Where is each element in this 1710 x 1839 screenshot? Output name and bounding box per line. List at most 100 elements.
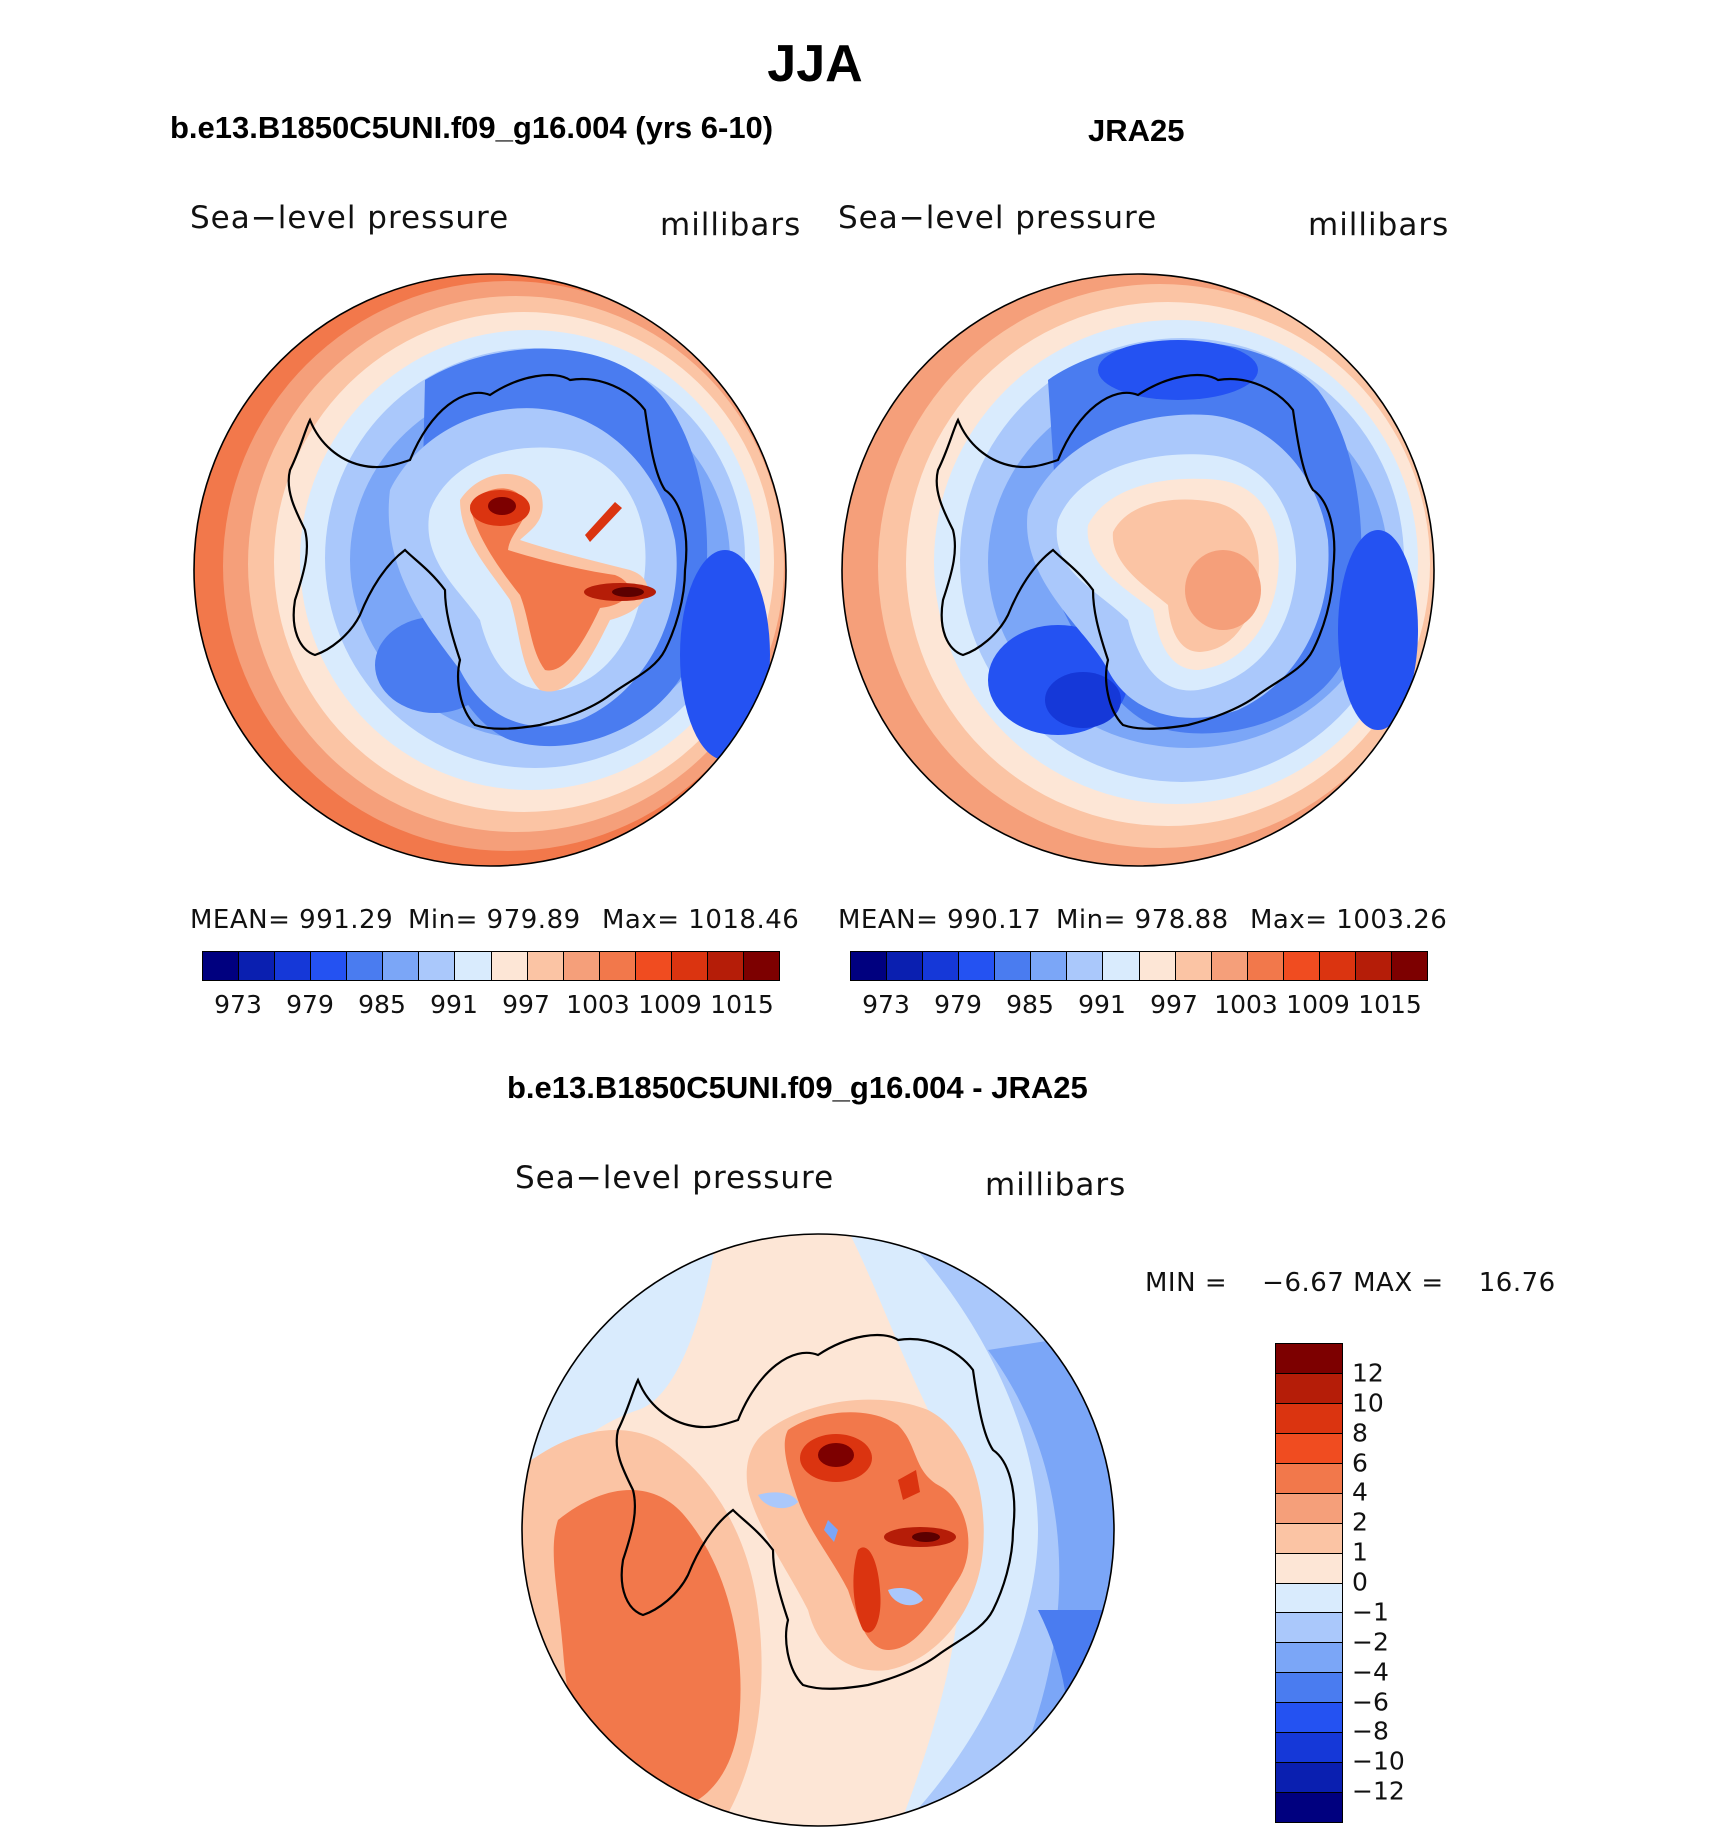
model-colorbar-cell [275, 952, 312, 980]
obs-colorbar-tick-label: 991 [1078, 990, 1126, 1019]
obs-colorbar-cell [1211, 952, 1248, 980]
model-colorbar-cell [347, 952, 384, 980]
diff-colorbar-cell [1276, 1673, 1342, 1704]
model-colorbar-cell [599, 952, 636, 980]
model-colorbar-cell [203, 952, 240, 980]
model-colorbar-tick-label: 997 [502, 990, 550, 1019]
obs-colorbar-cell [887, 952, 924, 980]
diff-colorbar-tick-label: −8 [1352, 1716, 1389, 1746]
obs-units-label: millibars [1308, 207, 1450, 243]
diff-colorbar-cell [1276, 1403, 1342, 1434]
model-colorbar-tick-label: 1015 [710, 990, 774, 1019]
obs-colorbar-cell [1031, 952, 1068, 980]
obs-colorbar-tick-label: 1015 [1358, 990, 1422, 1019]
diff-colorbar-tick-label: −6 [1352, 1687, 1389, 1716]
diff-colorbar-cell [1276, 1553, 1342, 1584]
diff-colorbar [1275, 1343, 1343, 1823]
model-variable-label: Sea−level pressure [190, 200, 510, 236]
diff-colorbar-tick-label: 8 [1352, 1418, 1368, 1448]
model-colorbar-cell [563, 952, 600, 980]
model-colorbar-cell [491, 952, 528, 980]
model-colorbar-cell [707, 952, 744, 980]
obs-colorbar [850, 951, 1428, 981]
diff-colorbar-tick-label: 10 [1352, 1388, 1384, 1418]
diff-colorbar-cell [1276, 1733, 1342, 1764]
diff-colorbar-tick-label: −2 [1352, 1627, 1389, 1657]
obs-panel-title: JRA25 [1088, 113, 1185, 148]
model-colorbar-cell [671, 952, 708, 980]
model-units-label: millibars [660, 207, 802, 243]
model-colorbar-tick-label: 979 [286, 990, 334, 1019]
diff-panel-title: b.e13.B1850C5UNI.f09_g16.004 - JRA25 [507, 1070, 1088, 1105]
obs-colorbar-tick-label: 1009 [1286, 990, 1350, 1019]
obs-min-label: Min= 978.88 [1056, 905, 1229, 935]
model-colorbar-cell [239, 952, 276, 980]
obs-colorbar-cell [1283, 952, 1320, 980]
model-colorbar-cell [311, 952, 348, 980]
diff-colorbar-tick-label: −10 [1352, 1746, 1405, 1776]
diff-colorbar-tick-label: 2 [1352, 1507, 1368, 1537]
model-panel-title: b.e13.B1850C5UNI.f09_g16.004 (yrs 6-10) [170, 110, 774, 145]
diff-colorbar-tick-label: −12 [1352, 1776, 1405, 1806]
obs-colorbar-cell [1247, 952, 1284, 980]
diff-colorbar-tick-label: 4 [1352, 1477, 1368, 1507]
obs-colorbar-cell [1355, 952, 1392, 980]
obs-colorbar-cell [959, 952, 996, 980]
model-colorbar-cell [383, 952, 420, 980]
diff-colorbar-cell [1276, 1433, 1342, 1464]
obs-colorbar-tick-label: 997 [1150, 990, 1198, 1019]
diff-colorbar-cell [1276, 1523, 1342, 1554]
diff-colorbar-cell [1276, 1793, 1342, 1822]
obs-colorbar-tick-label: 1003 [1214, 990, 1278, 1019]
model-mean-label: MEAN= 991.29 [190, 905, 394, 935]
obs-colorbar-ticks: 973 979 985 991 997 1003 1009 1015 [850, 990, 1426, 1020]
model-colorbar-tick-label: 1009 [638, 990, 702, 1019]
model-colorbar-cell [419, 952, 456, 980]
diff-colorbar-cell [1276, 1643, 1342, 1674]
obs-colorbar-cell [1139, 952, 1176, 980]
obs-colorbar-cell [995, 952, 1032, 980]
model-polar-map [193, 273, 787, 867]
diff-colorbar-cell [1276, 1344, 1342, 1374]
diff-colorbar-cell [1276, 1463, 1342, 1494]
diff-colorbar-cell [1276, 1493, 1342, 1524]
model-colorbar-cell [635, 952, 672, 980]
diff-minmax-label: MIN = −6.67 MAX = 16.76 [1145, 1268, 1556, 1298]
diff-colorbar-ticks: 12 10 8 6 4 2 1 0 −1 −2 −4 −6 −8 −10 −12 [1352, 1343, 1432, 1821]
obs-colorbar-tick-label: 979 [934, 990, 982, 1019]
diff-variable-label: Sea−level pressure [515, 1160, 835, 1196]
obs-colorbar-cell [1175, 952, 1212, 980]
obs-colorbar-cell [1067, 952, 1104, 980]
main-title: JJA [767, 35, 863, 93]
model-max-label: Max= 1018.46 [602, 905, 800, 935]
difference-polar-map [521, 1233, 1115, 1827]
diff-units-label: millibars [985, 1167, 1127, 1203]
diff-colorbar-tick-label: −1 [1352, 1597, 1389, 1627]
diff-colorbar-tick-label: 6 [1352, 1448, 1368, 1477]
model-colorbar-cell [455, 952, 492, 980]
model-min-label: Min= 979.89 [408, 905, 581, 935]
obs-colorbar-cell [1319, 952, 1356, 980]
diff-colorbar-tick-label: 1 [1352, 1537, 1368, 1567]
diff-colorbar-cell [1276, 1763, 1342, 1794]
diff-colorbar-cell [1276, 1583, 1342, 1614]
model-colorbar-tick-label: 985 [358, 990, 406, 1019]
diff-colorbar-cell [1276, 1703, 1342, 1734]
obs-max-label: Max= 1003.26 [1250, 905, 1448, 935]
model-colorbar-tick-label: 973 [214, 990, 262, 1019]
obs-colorbar-cell [923, 952, 960, 980]
obs-mean-label: MEAN= 990.17 [838, 905, 1042, 935]
model-colorbar-ticks: 973 979 985 991 997 1003 1009 1015 [202, 990, 778, 1020]
diff-colorbar-cell [1276, 1373, 1342, 1404]
diff-colorbar-cell [1276, 1613, 1342, 1644]
obs-variable-label: Sea−level pressure [838, 200, 1158, 236]
diff-colorbar-tick-label: 12 [1352, 1358, 1384, 1388]
model-colorbar-tick-label: 1003 [566, 990, 630, 1019]
obs-polar-map [841, 273, 1435, 867]
obs-colorbar-cell [1391, 952, 1427, 980]
model-colorbar [202, 951, 780, 981]
obs-colorbar-tick-label: 973 [862, 990, 910, 1019]
diff-colorbar-tick-label: −4 [1352, 1657, 1389, 1687]
model-colorbar-cell [743, 952, 779, 980]
obs-colorbar-cell [851, 952, 888, 980]
